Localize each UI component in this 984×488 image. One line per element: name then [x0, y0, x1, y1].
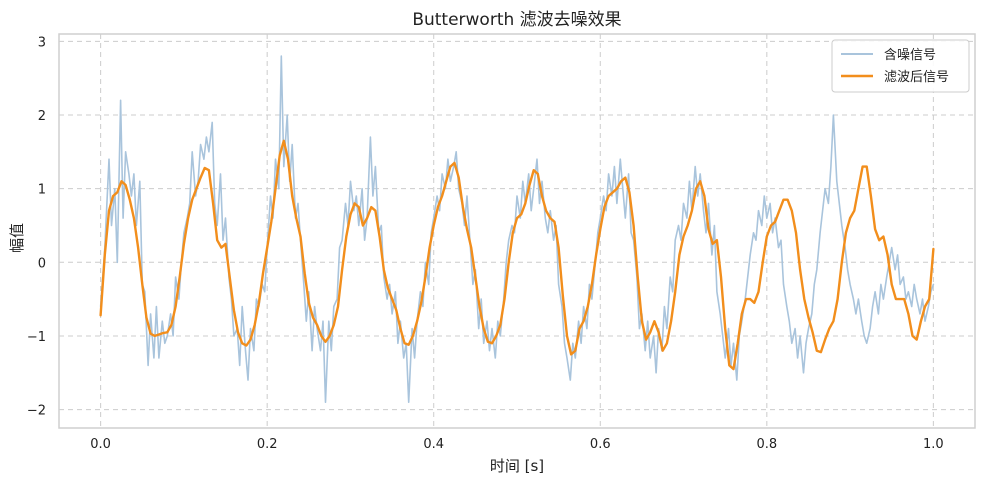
- x-tick-label: 0.0: [90, 437, 111, 452]
- grid-layer: [59, 34, 975, 428]
- y-tick-label: 3: [38, 35, 46, 50]
- plot-area-frame: [58, 33, 976, 429]
- filtered-signal-line: [99, 139, 935, 371]
- x-tick-label: 1.0: [923, 437, 944, 452]
- y-tick-label: 0: [38, 256, 46, 271]
- y-tick-label: 1: [38, 183, 46, 198]
- x-tick-label: 0.4: [423, 437, 444, 452]
- x-axis-label: 时间 [s]: [490, 457, 544, 475]
- legend: 含噪信号 滤波后信号: [831, 39, 970, 93]
- y-tick-label: −1: [27, 330, 46, 345]
- legend-label-noisy: 含噪信号: [884, 47, 936, 63]
- y-tick-label: −2: [27, 404, 46, 419]
- y-axis-label: 幅值: [8, 223, 26, 253]
- chart-title: Butterworth 滤波去噪效果: [412, 10, 621, 30]
- legend-label-filtered: 滤波后信号: [884, 70, 949, 85]
- tick-label-layer: 0.0 0.2 0.4 0.6 0.8 1.0 −2 −1 0 1 2 3: [27, 35, 944, 452]
- noisy-signal-line: [99, 55, 935, 403]
- series-layer: [99, 55, 935, 403]
- y-tick-label: 2: [38, 109, 46, 124]
- x-tick-label: 0.2: [257, 437, 278, 452]
- x-tick-label: 0.8: [756, 437, 777, 452]
- x-tick-label: 0.6: [590, 437, 611, 452]
